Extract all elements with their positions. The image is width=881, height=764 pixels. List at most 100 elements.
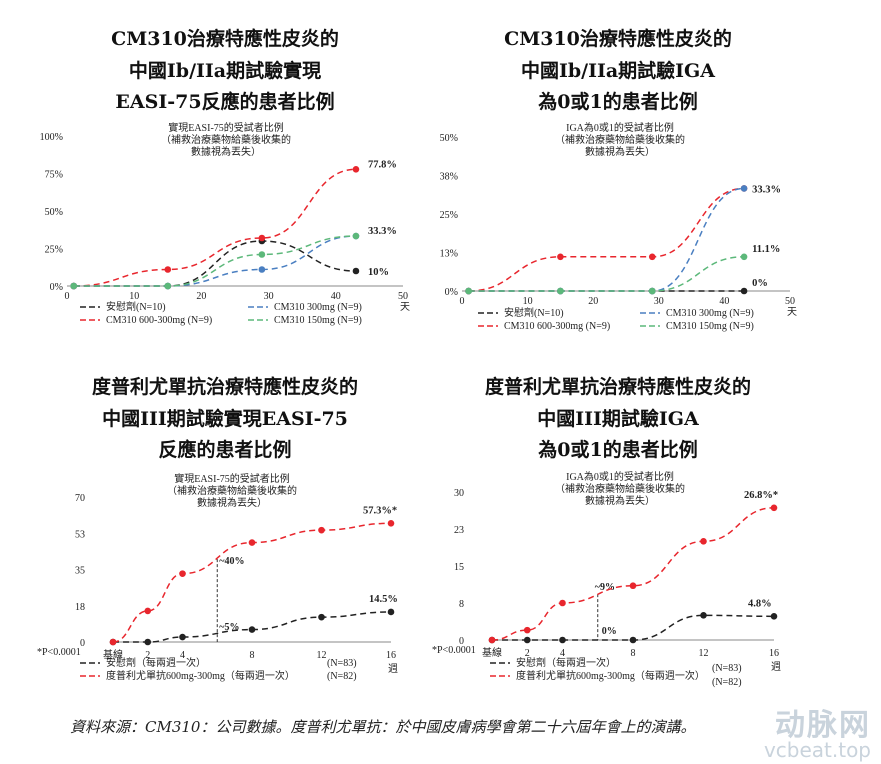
legend-n: (N=83) <box>327 658 357 669</box>
data-point <box>523 636 531 644</box>
x-axis-unit: 天 <box>787 307 797 318</box>
data-point <box>557 287 564 295</box>
data-point <box>248 539 256 546</box>
x-tick-label: 40 <box>719 296 729 307</box>
y-tick-label: 100% <box>40 132 63 143</box>
y-tick-label: 50% <box>45 207 63 218</box>
data-point <box>557 253 564 261</box>
chart-subtitle: IGA為0或1的受試者比例 <box>566 121 674 134</box>
title-line: CM310治療特應性皮炎的 <box>504 28 732 50</box>
data-point <box>740 253 748 261</box>
title-line: 為0或1的患者比例 <box>538 91 698 113</box>
legend-label: CM310 300mg (N=9) <box>274 302 362 313</box>
title-line: CM310治療特應性皮炎的 <box>111 28 339 50</box>
y-tick-label: 13% <box>440 249 458 260</box>
y-tick-label: 70 <box>75 493 85 504</box>
data-point <box>318 613 325 621</box>
x-tick-label: 10 <box>523 296 533 307</box>
x-tick-label: 基線 <box>482 646 502 659</box>
title-line: 中國Ib/IIa期試驗IGA <box>520 59 716 82</box>
data-point <box>629 636 637 644</box>
y-tick-label: 18 <box>75 602 85 613</box>
y-tick-label: 75% <box>45 170 63 181</box>
series-line-1 <box>491 507 775 641</box>
data-point <box>488 636 496 644</box>
series-line-1 <box>112 522 392 643</box>
y-tick-label: 25% <box>440 210 458 221</box>
data-point <box>523 626 531 634</box>
chart-subtitle: （補救治療藥物給藥後收集的 <box>167 484 297 497</box>
data-point <box>258 266 266 273</box>
data-point <box>770 504 778 512</box>
data-point <box>740 287 748 295</box>
chart-subtitle: 數據視為丟失） <box>585 145 655 158</box>
legend-label: CM310 300mg (N=9) <box>666 308 754 319</box>
chart-title-2: CM310治療特應性皮炎的 中國Ib/IIa期試驗IGA 為0或1的患者比例 <box>438 24 798 119</box>
x-tick-label: 10 <box>129 291 139 302</box>
series-line-3 <box>468 256 745 292</box>
source-note: 資料來源：CM310：公司數據。度普利尤單抗：於中國皮膚病學會第二十六屆年會上的… <box>70 718 696 736</box>
data-point <box>144 638 152 646</box>
data-point <box>387 520 395 527</box>
chart-subtitle: 實現EASI-75的受試者比例 <box>168 121 284 134</box>
annotation-label: 0% <box>602 626 617 637</box>
legend-label: 安慰劑(N=10) <box>106 300 166 313</box>
y-tick-label: 0 <box>80 638 85 649</box>
x-tick-label: 40 <box>331 291 341 302</box>
chart-subtitle: 數據視為丟失） <box>191 145 261 158</box>
y-tick-label: 50% <box>440 133 458 144</box>
data-point <box>648 253 656 261</box>
x-tick-label: 8 <box>631 648 636 659</box>
x-axis-unit: 週 <box>771 661 781 673</box>
data-point <box>258 251 266 258</box>
x-axis-unit: 週 <box>388 663 398 675</box>
data-point <box>179 570 186 577</box>
data-point <box>559 599 566 607</box>
x-tick-label: 20 <box>588 296 598 307</box>
y-tick-label: 25% <box>45 245 63 256</box>
title-line: 中國III期試驗實現EASI-75 <box>102 407 348 430</box>
legend-label: CM310 600-300mg (N=9) <box>106 315 212 326</box>
data-label: 57.3%* <box>363 505 397 516</box>
series-line-2 <box>73 235 356 287</box>
data-point <box>629 582 637 590</box>
y-tick-label: 0 <box>459 636 464 647</box>
legend-label: CM310 150mg (N=9) <box>666 321 754 332</box>
data-point <box>387 608 395 616</box>
data-point <box>179 633 186 641</box>
legend-n: (N=82) <box>327 671 357 682</box>
title-line: 反應的患者比例 <box>158 439 292 461</box>
chart-subtitle: IGA為0或1的受試者比例 <box>566 470 674 483</box>
x-tick-label: 16 <box>769 648 779 659</box>
data-point <box>144 607 152 615</box>
data-point <box>352 267 360 275</box>
chart-subtitle: （補救治療藥物給藥後收集的 <box>161 133 291 146</box>
x-tick-label: 12 <box>317 650 327 661</box>
data-label: 77.8% <box>368 159 397 170</box>
data-label: 10% <box>368 267 389 278</box>
y-tick-label: 0% <box>50 282 63 293</box>
data-label: 14.5% <box>369 594 398 605</box>
watermark-logo: 动脉网 vcbeat.top <box>764 700 871 762</box>
x-tick-label: 2 <box>145 650 150 661</box>
data-point <box>70 282 78 290</box>
chart-subtitle: （補救治療藥物給藥後收集的 <box>555 482 685 495</box>
legend-label: 度普利尤單抗600mg-300mg（每兩週一次） <box>516 669 705 682</box>
data-label: 33.3% <box>368 226 397 237</box>
watermark-text: 动脉网 <box>775 708 871 743</box>
watermark-url: vcbeat.top <box>763 738 871 762</box>
chart-subtitle: （補救治療藥物給藥後收集的 <box>555 133 685 146</box>
x-tick-label: 0 <box>65 291 70 302</box>
title-line: 度普利尤單抗治療特應性皮炎的 <box>91 376 358 398</box>
series-line-3 <box>73 235 356 287</box>
series-line-2 <box>468 187 745 292</box>
footnote: *P<0.0001 <box>432 645 476 656</box>
x-tick-label: 30 <box>264 291 274 302</box>
title-line: 為0或1的患者比例 <box>538 439 698 461</box>
data-point <box>318 526 325 534</box>
series-line-1 <box>73 168 356 287</box>
x-axis-unit: 天 <box>400 302 410 313</box>
x-tick-label: 50 <box>785 296 795 307</box>
legend-n: (N=83) <box>712 663 742 674</box>
